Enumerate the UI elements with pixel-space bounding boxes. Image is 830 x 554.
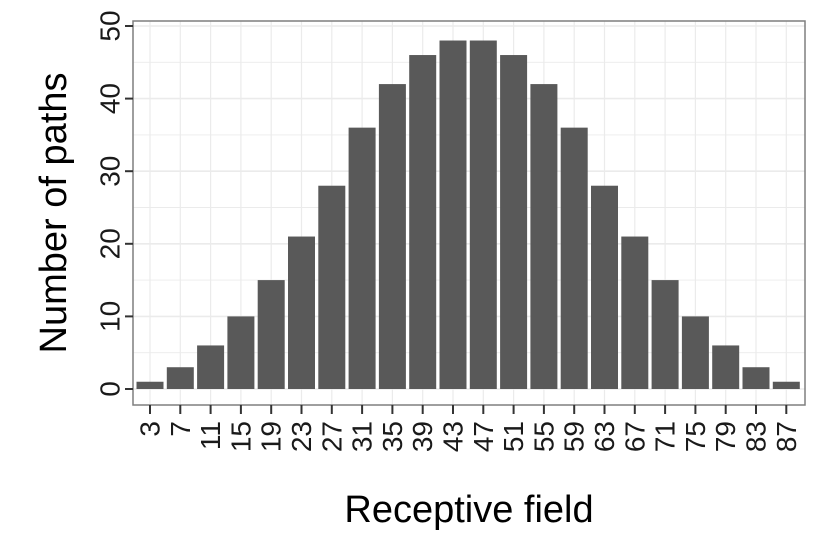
bar-87 xyxy=(772,381,800,389)
y-tick-label: 20 xyxy=(95,228,126,259)
bar-47 xyxy=(469,40,497,390)
bar-67 xyxy=(621,236,649,389)
x-tick-label: 31 xyxy=(347,421,378,452)
y-tick-label: 40 xyxy=(95,83,126,114)
x-tick-label: 67 xyxy=(619,421,650,452)
y-tick-label: 50 xyxy=(95,10,126,41)
x-axis-title: Receptive field xyxy=(344,489,593,531)
bar-55 xyxy=(530,84,558,389)
bar-35 xyxy=(378,84,406,389)
x-tick-label: 79 xyxy=(710,421,741,452)
x-tick-label: 71 xyxy=(650,421,681,452)
x-tick-label: 43 xyxy=(438,421,469,452)
bar-43 xyxy=(439,40,467,390)
x-tick-label: 3 xyxy=(135,421,166,437)
y-tick-label: 0 xyxy=(95,381,126,397)
x-tick-label: 15 xyxy=(225,421,256,452)
x-tick-label: 59 xyxy=(559,421,590,452)
x-tick-label: 63 xyxy=(589,421,620,452)
bar-15 xyxy=(227,316,255,389)
bar-71 xyxy=(651,280,679,389)
x-tick-label: 75 xyxy=(680,421,711,452)
y-axis: 0 10 20 30 40 50 xyxy=(95,10,133,397)
bar-79 xyxy=(712,345,740,389)
x-tick-label: 7 xyxy=(165,421,196,437)
bar-11 xyxy=(197,345,225,389)
bar-19 xyxy=(257,280,285,389)
x-tick-label: 27 xyxy=(316,421,347,452)
bar-51 xyxy=(500,55,528,389)
x-tick-label: 51 xyxy=(498,421,529,452)
bar-3 xyxy=(136,381,164,389)
bar-31 xyxy=(348,127,376,389)
bar-75 xyxy=(681,316,709,389)
x-axis: 3 7 11 15 19 23 27 31 35 39 43 47 51 55 59 63 67 71 75 79 83… xyxy=(135,405,802,452)
x-tick-label: 47 xyxy=(468,421,499,452)
bar-83 xyxy=(742,367,770,389)
bar-23 xyxy=(288,236,315,389)
y-tick-label: 30 xyxy=(95,156,126,187)
x-tick-label: 83 xyxy=(741,421,772,452)
bar-63 xyxy=(591,185,618,389)
y-axis-title: Number of paths xyxy=(33,73,75,354)
x-tick-label: 55 xyxy=(528,421,559,452)
x-tick-label: 39 xyxy=(407,421,438,452)
x-tick-label: 35 xyxy=(377,421,408,452)
bar-27 xyxy=(318,185,346,389)
x-tick-label: 87 xyxy=(771,421,802,452)
x-tick-label: 19 xyxy=(256,421,287,452)
y-tick-label: 10 xyxy=(95,301,126,332)
bar-59 xyxy=(560,127,588,389)
bars xyxy=(136,40,800,390)
bar-7 xyxy=(166,367,194,389)
x-tick-label: 23 xyxy=(286,421,317,452)
plot-panel-border xyxy=(132,20,806,406)
x-tick-label: 11 xyxy=(195,421,226,450)
bar-39 xyxy=(409,55,437,389)
